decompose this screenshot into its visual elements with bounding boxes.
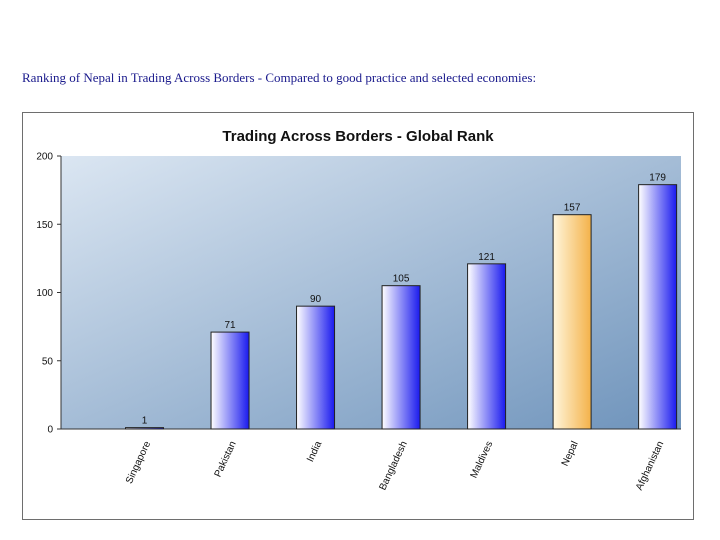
y-tick-label: 50 bbox=[42, 356, 54, 367]
data-label-afghanistan: 179 bbox=[649, 173, 666, 184]
data-label-nepal: 157 bbox=[564, 203, 581, 214]
category-label-singapore: Singapore bbox=[124, 439, 153, 485]
data-label-maldives: 121 bbox=[478, 252, 495, 263]
bar-bangladesh bbox=[381, 285, 421, 430]
chart-title: Trading Across Borders - Global Rank bbox=[222, 128, 494, 145]
category-label-nepal: Nepal bbox=[560, 440, 581, 468]
category-label-india: India bbox=[305, 439, 324, 464]
data-label-pakistan: 71 bbox=[224, 320, 236, 331]
y-tick-label: 200 bbox=[36, 152, 53, 163]
bar-pakistan bbox=[210, 331, 250, 430]
data-label-india: 90 bbox=[310, 294, 322, 305]
bar-india bbox=[296, 305, 336, 430]
bar-chart: Trading Across Borders - Global Rank 0 50… bbox=[36, 128, 681, 493]
category-label-pakistan: Pakistan bbox=[213, 440, 239, 479]
y-tick-label: 150 bbox=[36, 220, 53, 231]
bar-singapore bbox=[125, 427, 165, 430]
y-tick-label: 100 bbox=[36, 288, 53, 299]
category-label-bangladesh: Bangladesh bbox=[377, 440, 409, 493]
bar-nepal bbox=[552, 214, 592, 430]
bar-afghanistan bbox=[638, 184, 678, 430]
page-caption: Ranking of Nepal in Trading Across Borde… bbox=[22, 70, 537, 85]
data-label-bangladesh: 105 bbox=[393, 274, 410, 285]
bar-maldives bbox=[467, 263, 507, 430]
chart-frame: Trading Across Borders - Global Rank 0 50… bbox=[22, 112, 694, 520]
data-label-singapore: 1 bbox=[142, 416, 148, 427]
category-label-afghanistan: Afghanistan bbox=[634, 440, 666, 493]
category-label-maldives: Maldives bbox=[469, 440, 496, 480]
y-tick-label: 0 bbox=[47, 425, 53, 436]
